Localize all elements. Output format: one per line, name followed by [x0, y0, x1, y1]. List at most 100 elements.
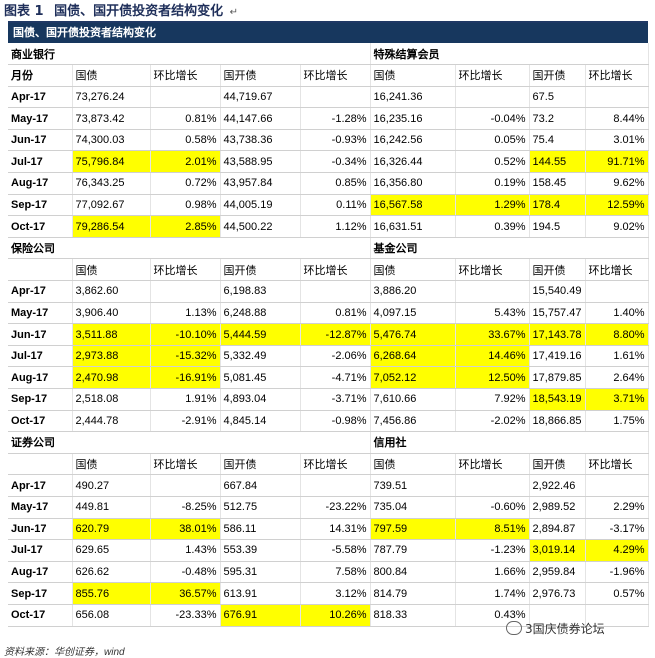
column-header: 环比增长: [585, 453, 649, 476]
value-cell: -1.28%: [300, 107, 371, 130]
table-row: Aug-17 2,470.98 -16.91% 5,081.45 -4.71% 7,052…: [8, 366, 649, 389]
value-cell: -2.06%: [300, 345, 371, 368]
value-cell: 2,922.46: [529, 474, 586, 497]
value-cell: 14.46%: [455, 345, 530, 368]
value-cell: [300, 86, 371, 109]
table-row: Oct-17 656.08 -23.33% 676.91 10.26% 818.33 0.4…: [8, 604, 649, 627]
column-header: 国开债: [220, 64, 301, 87]
column-header: 环比增长: [455, 64, 530, 87]
column-header: 国债: [370, 258, 456, 282]
value-cell: 3,906.40: [72, 302, 151, 325]
column-header: 国债: [72, 258, 151, 282]
value-cell: 620.79: [72, 518, 151, 541]
value-cell: 6,268.64: [370, 345, 456, 368]
page-number: 3: [525, 622, 533, 636]
month-cell: Jun-17: [8, 518, 73, 541]
value-cell: 0.85%: [300, 172, 371, 195]
value-cell: 44,005.19: [220, 194, 301, 217]
value-cell: [529, 604, 586, 627]
value-cell: -0.48%: [150, 561, 221, 584]
value-cell: [150, 86, 221, 109]
value-cell: 3,019.14: [529, 539, 586, 562]
value-cell: -0.60%: [455, 496, 530, 519]
value-cell: 797.59: [370, 518, 456, 541]
column-header: [8, 453, 73, 476]
value-cell: 855.76: [72, 582, 151, 605]
value-cell: 3,511.88: [72, 323, 151, 346]
value-cell: 1.61%: [585, 345, 649, 368]
value-cell: 16,567.58: [370, 194, 456, 217]
month-cell: Jun-17: [8, 129, 73, 152]
section-left-name: 商业银行: [8, 43, 371, 66]
column-header: 国债: [72, 64, 151, 87]
value-cell: 43,957.84: [220, 172, 301, 195]
column-header: 环比增长: [455, 453, 530, 476]
table-row: Apr-17 490.27 667.84 739.51 2,922.46: [8, 474, 649, 497]
value-cell: 75.4: [529, 129, 586, 152]
value-cell: 17,143.78: [529, 323, 586, 346]
value-cell: 7,610.66: [370, 388, 456, 411]
value-cell: [300, 280, 371, 303]
column-header: 环比增长: [300, 453, 371, 476]
value-cell: 586.11: [220, 518, 301, 541]
value-cell: 18,866.85: [529, 410, 586, 433]
table-row: Oct-17 2,444.78 -2.91% 4,845.14 -0.98% 7,456.…: [8, 410, 649, 433]
column-header: 国债: [370, 64, 456, 87]
value-cell: 9.02%: [585, 215, 649, 238]
column-header: 环比增长: [585, 64, 649, 87]
value-cell: 3.12%: [300, 582, 371, 605]
value-cell: 15,757.47: [529, 302, 586, 325]
column-header: 环比增长: [150, 258, 221, 282]
value-cell: 73,276.24: [72, 86, 151, 109]
value-cell: 44,500.22: [220, 215, 301, 238]
table-row: Jun-17 74,300.03 0.58% 43,738.36 -0.93% 16,24…: [8, 129, 649, 152]
value-cell: 33.67%: [455, 323, 530, 346]
value-cell: -2.91%: [150, 410, 221, 433]
column-header: 环比增长: [585, 258, 649, 282]
value-cell: 818.33: [370, 604, 456, 627]
month-cell: Jul-17: [8, 150, 73, 174]
table-row: May-17 3,906.40 1.13% 6,248.88 0.81% 4,097.15…: [8, 302, 649, 325]
value-cell: 16,356.80: [370, 172, 456, 195]
section-name-row: 证券公司 信用社: [8, 431, 649, 454]
value-cell: -3.17%: [585, 518, 649, 541]
value-cell: 5,081.45: [220, 366, 301, 389]
value-cell: -10.10%: [150, 323, 221, 346]
value-cell: 4.29%: [585, 539, 649, 562]
column-header-row: 月份 国债 环比增长 国开债 环比增长 国债 环比增长 国开债 环比增长: [8, 64, 649, 87]
value-cell: 656.08: [72, 604, 151, 627]
value-cell: 3,886.20: [370, 280, 456, 303]
value-cell: 629.65: [72, 539, 151, 562]
value-cell: [585, 86, 649, 109]
value-cell: 0.72%: [150, 172, 221, 195]
month-cell: May-17: [8, 302, 73, 325]
value-cell: 75,796.84: [72, 150, 151, 174]
table-row: Apr-17 3,862.60 6,198.83 3,886.20 15,540.49: [8, 280, 649, 303]
value-cell: 12.50%: [455, 366, 530, 389]
column-header: 环比增长: [150, 64, 221, 87]
value-cell: 2,973.88: [72, 345, 151, 368]
month-cell: Sep-17: [8, 194, 73, 217]
value-cell: 8.80%: [585, 323, 649, 346]
value-cell: 0.11%: [300, 194, 371, 217]
table-row: Jul-17 2,973.88 -15.32% 5,332.49 -2.06% 6,268…: [8, 345, 649, 368]
value-cell: 4,097.15: [370, 302, 456, 325]
value-cell: 2,518.08: [72, 388, 151, 411]
month-cell: Oct-17: [8, 604, 73, 627]
table-frame: 国债、国开债投资者结构变化 商业银行 特殊结算会员 月份 国债 环比增长 国开债 环比增长国…: [8, 21, 649, 644]
month-cell: Jul-17: [8, 345, 73, 368]
month-cell: Apr-17: [8, 280, 73, 303]
value-cell: -23.22%: [300, 496, 371, 519]
value-cell: 91.71%: [585, 150, 649, 174]
value-cell: 2.29%: [585, 496, 649, 519]
value-cell: [455, 280, 530, 303]
value-cell: 2,989.52: [529, 496, 586, 519]
section-right-name: 基金公司: [370, 237, 649, 260]
value-cell: 158.45: [529, 172, 586, 195]
table-row: Oct-17 79,286.54 2.85% 44,500.22 1.12% 16,631…: [8, 215, 649, 238]
figure-title: 图表 1 国债、国开债投资者结构变化 ↵: [4, 2, 238, 22]
table-header-bar: 国债、国开债投资者结构变化: [8, 23, 648, 43]
month-cell: Aug-17: [8, 561, 73, 584]
column-header: 国开债: [529, 258, 586, 282]
value-cell: 0.57%: [585, 582, 649, 605]
